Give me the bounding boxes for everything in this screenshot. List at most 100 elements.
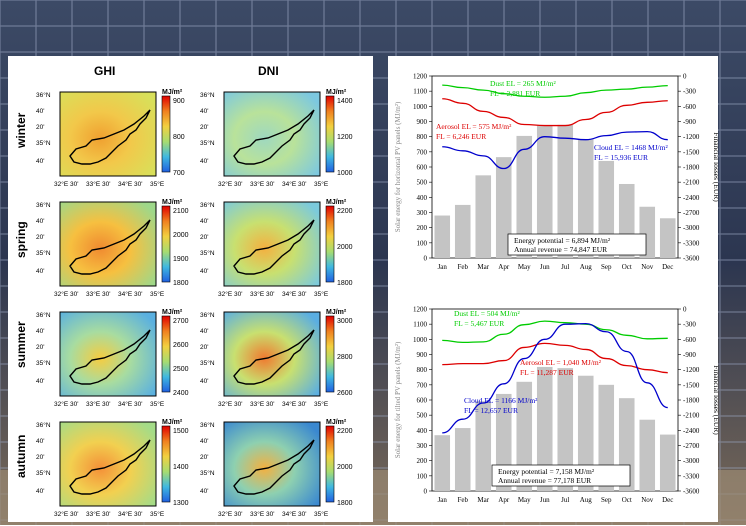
x-tick-label: Feb (458, 496, 469, 504)
lon-label: 30' (298, 181, 306, 188)
colorbar-tick: 2000 (173, 232, 189, 239)
lon-label: 30' (234, 181, 242, 188)
season-label-winter: winter (14, 112, 28, 148)
x-tick-label: Apr (498, 496, 510, 504)
lat-label: 35°N (36, 359, 51, 367)
y-tick-label: 800 (417, 366, 428, 374)
x-tick-label: Oct (622, 263, 632, 271)
lon-label: 32°E (218, 180, 233, 188)
island-outline (69, 219, 151, 275)
bar (536, 366, 553, 491)
bar (598, 384, 615, 491)
lat-label: 40' (200, 438, 208, 445)
x-tick-label: Dec (662, 496, 673, 504)
lon-label: 34°E (282, 290, 297, 298)
bar (577, 375, 594, 491)
colorbar-tick: 2600 (173, 342, 189, 349)
x-tick-label: Mar (477, 263, 489, 271)
colorbar-tick: 2700 (173, 318, 189, 325)
colorbar-tick: 3000 (337, 318, 353, 325)
lon-label: 30' (266, 511, 274, 518)
lon-label: 30' (298, 511, 306, 518)
y2-tick-label: -3000 (683, 224, 700, 232)
lat-label: 20' (36, 454, 44, 461)
bar (454, 204, 471, 258)
lat-label: 40' (200, 108, 208, 115)
lon-label: 30' (298, 401, 306, 408)
y-tick-label: 300 (417, 442, 428, 450)
lon-label: 30' (70, 401, 78, 408)
lon-label: 30' (298, 291, 306, 298)
x-tick-label: Jan (438, 263, 448, 271)
x-tick-label: Nov (641, 263, 654, 271)
y2-tick-label: 0 (683, 73, 687, 81)
lat-label: 40' (36, 328, 44, 335)
annotation: Dust EL = 504 MJ/m² (454, 309, 521, 318)
y2-tick-label: -1800 (683, 397, 700, 405)
x-tick-label: Aug (580, 263, 593, 271)
map-field (59, 91, 157, 177)
island-outline (69, 329, 151, 385)
summary-box (507, 233, 647, 256)
y2-tick-label: -2100 (683, 412, 700, 420)
lat-label: 40' (36, 158, 44, 165)
summary-line: Annual revenue = 77,178 EUR (498, 476, 591, 485)
x-tick-label: Dec (662, 263, 673, 271)
summary-line: Energy potential = 7,158 MJ/m² (498, 467, 595, 476)
island-outline (69, 439, 151, 495)
y-tick-label: 1100 (413, 321, 427, 329)
y2-tick-label: -2700 (683, 442, 700, 450)
lat-label: 20' (200, 344, 208, 351)
lon-label: 34°E (282, 400, 297, 408)
map-dni-winter: 36°N40'20'35°N40'32°E 30' 33°E 30' 34°E 30' 35… (200, 89, 353, 188)
x-tick-label: Nov (641, 496, 654, 504)
colorbar (161, 205, 171, 283)
colorbar-tick: 700 (173, 170, 185, 177)
lat-label: 36°N (200, 91, 215, 99)
colorbar-tick: 800 (173, 134, 185, 141)
colorbar-tick: 2000 (337, 244, 353, 251)
bar (434, 215, 451, 258)
map-field (223, 421, 321, 507)
lat-label: 20' (200, 234, 208, 241)
map-ghi-summer: 36°N40'20'35°N40'32°E 30' 33°E 30' 34°E 30' 35… (36, 309, 189, 408)
bar (659, 218, 676, 258)
summary-line: Annual revenue = 74,847 EUR (514, 245, 607, 254)
lat-label: 36°N (200, 311, 215, 319)
island-outline (233, 219, 315, 275)
lat-label: 40' (200, 488, 208, 495)
lat-label: 40' (36, 108, 44, 115)
colorbar-tick: 2200 (337, 428, 353, 435)
lon-label: 30' (134, 181, 142, 188)
bar (557, 124, 574, 258)
lon-label: 33°E (86, 180, 101, 188)
y-tick-label: 0 (424, 488, 428, 496)
colorbar (325, 205, 335, 283)
colorbar-unit: MJ/m² (162, 419, 183, 426)
y2-tick-label: 0 (683, 306, 687, 314)
annotation: FL = 2,881 EUR (490, 89, 540, 98)
lon-label: 30' (102, 511, 110, 518)
y2-tick-label: -1200 (683, 366, 700, 374)
y-tick-label: 800 (417, 133, 428, 141)
season-label-spring: spring (14, 221, 28, 258)
y2-tick-label: -2400 (683, 194, 700, 202)
map-field (223, 311, 321, 397)
annotation: FL = 6,246 EUR (436, 132, 486, 141)
colorbar-tick: 2000 (337, 464, 353, 471)
map-ghi-spring: 36°N40'20'35°N40'32°E 30' 33°E 30' 34°E 30' 35… (36, 199, 189, 298)
bar (659, 434, 676, 491)
y2-tick-label: -1500 (683, 381, 700, 389)
y-tick-label: 400 (417, 427, 428, 435)
y2-tick-label: -900 (683, 118, 696, 126)
colorbar-tick: 1800 (337, 500, 353, 507)
y-tick-label: 1200 (413, 306, 428, 314)
series-line (442, 84, 668, 98)
y-tick-label: 900 (417, 351, 428, 359)
y2-tick-label: -300 (683, 88, 696, 96)
lat-label: 35°N (36, 139, 51, 147)
x-tick-label: Sep (601, 496, 612, 504)
annotation: Cloud EL = 1166 MJ/m² (464, 396, 538, 405)
x-tick-label: Jun (540, 263, 550, 271)
map-dni-spring: 36°N40'20'35°N40'32°E 30' 33°E 30' 34°E 30' 35… (200, 199, 353, 298)
